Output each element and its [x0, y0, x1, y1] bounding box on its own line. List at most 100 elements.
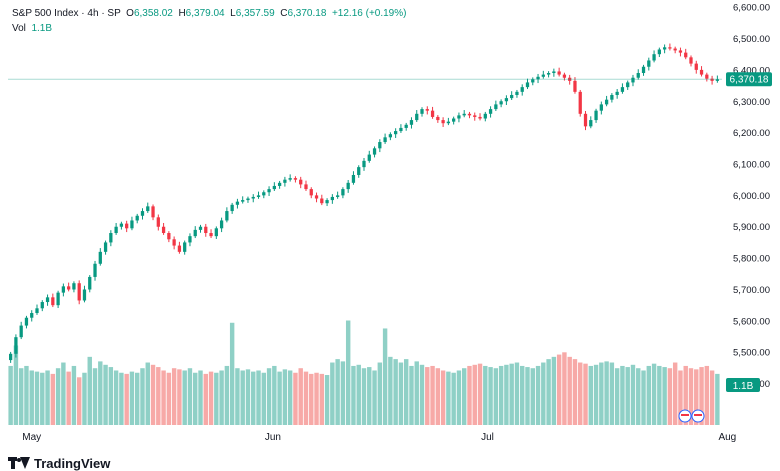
volume-bar	[578, 362, 583, 425]
volume-bar	[40, 372, 45, 425]
event-markers[interactable]	[678, 409, 705, 423]
volume-bar	[493, 368, 499, 425]
candle-body	[299, 179, 303, 185]
candle-body	[367, 154, 371, 161]
candle-body	[446, 121, 451, 124]
volume-bar	[50, 373, 56, 425]
candle-body	[647, 60, 651, 67]
candlesticks	[9, 43, 719, 363]
volume-bar	[419, 364, 425, 425]
open-value: 6,358.02	[133, 8, 173, 19]
candle-body	[320, 198, 324, 204]
y-tick-label: 6,300.00	[733, 97, 770, 108]
candle-body	[662, 47, 667, 50]
volume-bar	[614, 368, 620, 425]
volume-bar	[467, 365, 472, 425]
candle-body	[88, 276, 92, 290]
volume-bar	[108, 367, 114, 425]
candle-body	[409, 120, 414, 125]
volume-bar	[372, 370, 377, 425]
candle-body	[346, 182, 350, 190]
volume-bar	[488, 367, 493, 425]
candle-body	[267, 189, 271, 193]
candle-body	[314, 195, 319, 199]
candle-body	[109, 233, 113, 243]
candle-body	[483, 113, 487, 119]
candle-body	[568, 77, 572, 81]
us-flag-icon-stripes	[681, 414, 689, 416]
candle-body	[183, 242, 187, 252]
candle-body	[30, 313, 34, 318]
volume-bar	[456, 370, 462, 425]
volume-bar	[171, 368, 177, 425]
candle-body	[583, 113, 588, 127]
candle-body	[167, 233, 171, 240]
price-axis[interactable]: 5,400.005,500.005,600.005,700.005,800.00…	[733, 3, 770, 390]
volume-bar	[657, 365, 662, 425]
volume-bar	[224, 365, 230, 425]
volume-bar	[251, 371, 256, 425]
volume-bar	[82, 372, 87, 425]
candle-body	[388, 134, 393, 138]
volume-bar	[24, 365, 29, 425]
candle-body	[161, 226, 166, 234]
candle-body	[156, 217, 160, 227]
time-axis[interactable]: May Jun Jul Aug	[22, 432, 736, 443]
candle-body	[272, 185, 276, 190]
candle-body	[309, 189, 313, 196]
candle-body	[330, 196, 334, 201]
candle-body	[599, 104, 603, 111]
volume-bar	[277, 371, 282, 425]
volume-bar	[504, 364, 509, 425]
volume-bar	[298, 368, 303, 425]
candle-body	[562, 74, 567, 78]
candle-body	[140, 211, 145, 216]
tradingview-logo[interactable]: TradingView	[8, 456, 110, 471]
volume-bar	[514, 362, 520, 425]
candle-body	[103, 242, 108, 252]
candle-body	[510, 94, 514, 99]
volume-bar	[636, 368, 641, 425]
candle-body	[594, 110, 598, 121]
volume-bar	[398, 362, 404, 425]
volume-bar	[498, 365, 504, 425]
candle-body	[61, 286, 66, 293]
candle-body	[557, 71, 561, 75]
change-value: +12.16 (+0.19%)	[331, 8, 407, 19]
candle-body	[82, 289, 87, 301]
volume-bar	[446, 371, 451, 425]
symbol-title[interactable]: S&P 500 Index · 4h · SP	[12, 8, 121, 19]
volume-bar	[567, 356, 572, 425]
candle-body	[499, 101, 503, 105]
candle-body	[383, 137, 387, 143]
volume-bar	[119, 372, 124, 425]
candle-body	[436, 116, 440, 121]
tradingview-logo-icon	[8, 457, 30, 469]
y-tick-label: 5,900.00	[733, 222, 770, 233]
volume-bar	[483, 365, 488, 425]
candle-body	[9, 353, 13, 361]
candle-body	[494, 104, 498, 110]
candle-body	[172, 239, 176, 246]
volume-bar	[166, 372, 172, 425]
candle-body	[230, 204, 234, 212]
candle-body	[404, 124, 408, 128]
candle-body	[488, 109, 493, 114]
volume-bar	[208, 371, 214, 425]
volume-bar	[282, 369, 288, 425]
volume-bar	[235, 368, 240, 425]
volume-bar	[18, 368, 24, 425]
candle-body	[478, 116, 482, 119]
candle-body	[684, 52, 688, 58]
candle-body	[304, 184, 308, 190]
low-value: 6,357.59	[235, 8, 275, 19]
volume-bar	[87, 356, 92, 425]
volume-bar	[535, 365, 541, 425]
volume-bar	[340, 361, 346, 425]
volume-bar	[134, 372, 140, 425]
volume-bar	[45, 370, 50, 425]
volume-badge-text: 1.1B	[733, 381, 754, 392]
candle-body	[56, 292, 60, 306]
volume-bar	[129, 371, 135, 425]
